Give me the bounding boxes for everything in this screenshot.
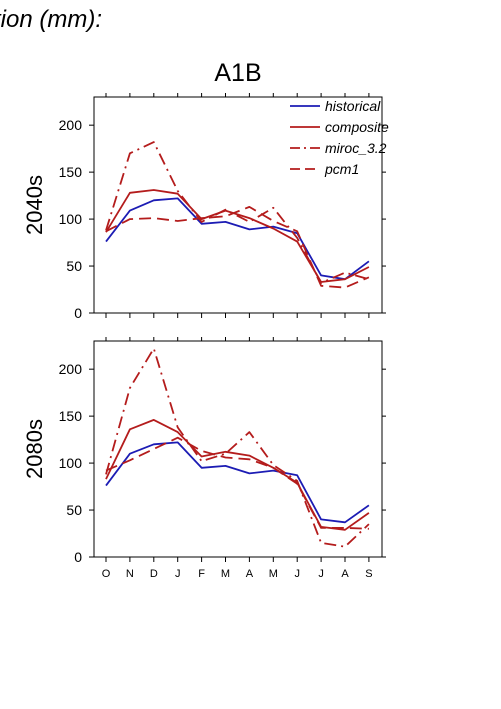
x-tick-label: J [294, 568, 300, 580]
y-tick-label: 50 [66, 258, 82, 274]
y-tick-label: 150 [59, 164, 83, 180]
y-tick-label: 200 [59, 361, 83, 377]
x-tick-label: J [318, 568, 324, 580]
x-tick-label: D [150, 568, 158, 580]
legend-label: composite [325, 119, 389, 135]
x-tick-label: N [126, 568, 134, 580]
x-tick-label: J [175, 568, 181, 580]
row-label-2080s: 2080s [22, 419, 47, 479]
x-tick-label: O [102, 568, 111, 580]
x-tick-label: A [341, 568, 349, 580]
panel-2080s: 2080s 0 50 100 150 200 O N D J F M A M J J A S [22, 337, 386, 580]
series-line-miroc-3-2 [105, 347, 370, 548]
x-tick-label: A [246, 568, 254, 580]
x-tick-label: M [221, 568, 230, 580]
x-tick-label: F [198, 568, 205, 580]
scenario-title: A1B [214, 59, 261, 87]
y-tick-label: 200 [59, 117, 83, 133]
series-line-pcm1 [105, 436, 369, 530]
x-tick-label: S [365, 568, 372, 580]
y-tick-label: 50 [66, 502, 82, 518]
series-line-miroc-3-2 [105, 141, 370, 284]
y-tick-label: 0 [74, 305, 82, 321]
panel-2040s: 2040s 0 50 100 150 200 [22, 93, 386, 321]
legend: historical composite miroc_3.2 pcm1 [290, 98, 389, 177]
plot-frame [93, 96, 383, 314]
legend-label: miroc_3.2 [325, 140, 387, 156]
plot-frame [93, 340, 383, 558]
legend-label: pcm1 [324, 161, 359, 177]
page-title: tion (mm): [0, 6, 102, 33]
y-tick-label: 0 [74, 549, 82, 565]
y-tick-label: 100 [59, 211, 83, 227]
series-line-composite [105, 418, 370, 531]
legend-label: historical [325, 98, 381, 114]
series-line-pcm1 [105, 205, 370, 289]
series-line-historical [105, 441, 370, 524]
y-tick-label: 150 [59, 408, 83, 424]
y-tick-label: 100 [59, 455, 83, 471]
series-line-composite [105, 189, 370, 283]
row-label-2040s: 2040s [22, 175, 47, 235]
series-line-historical [105, 197, 370, 281]
x-tick-label: M [269, 568, 278, 580]
